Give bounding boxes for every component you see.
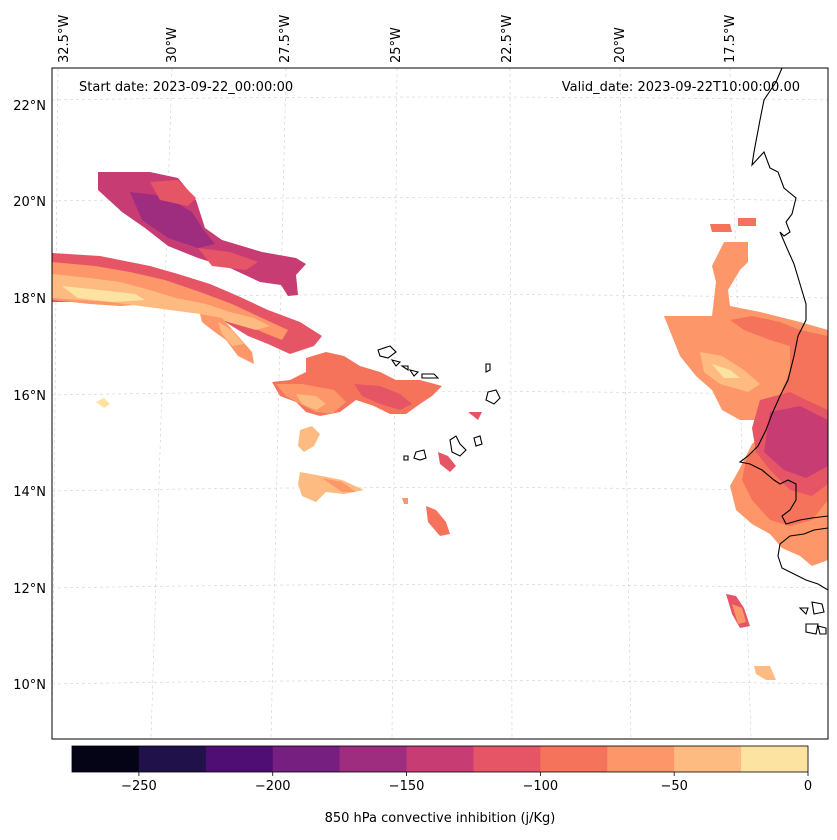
cin-region — [426, 506, 450, 536]
cape-verde-north-islands — [377, 345, 501, 405]
cin-region — [354, 384, 412, 410]
cin-region — [218, 322, 244, 346]
lon-label: 32.5°W — [57, 15, 72, 63]
colorbar-label: 850 hPa convective inhibition (j/Kg) — [325, 811, 556, 826]
cin-region — [764, 406, 828, 478]
latitude-labels: 22°N 20°N 18°N 16°N 14°N 12°N 10°N — [13, 99, 46, 693]
lon-label: 22.5°W — [500, 15, 515, 63]
coastlines — [377, 68, 828, 635]
cin-region — [402, 498, 408, 504]
africa-coastline — [738, 68, 828, 525]
cin-region — [298, 472, 364, 502]
colorbar-segment — [138, 746, 207, 772]
colorbar-segment — [473, 746, 541, 772]
colorbar-tick-label: 0 — [804, 779, 812, 794]
colorbar-segment — [205, 746, 274, 772]
colorbar-segment — [540, 746, 608, 772]
colorbar-segment — [72, 746, 140, 772]
colorbar-segment — [674, 746, 742, 772]
cin-region — [96, 398, 110, 408]
valid-date-label: Valid_date: 2023-09-22T10:00:00.00 — [562, 80, 800, 95]
lat-label: 12°N — [13, 582, 46, 597]
colorbar-frame — [71, 745, 809, 773]
cin-region — [150, 180, 196, 206]
cape-verde-south-islands — [403, 435, 483, 461]
cin-region — [198, 248, 258, 270]
cin-region — [130, 192, 215, 248]
cin-region — [296, 394, 326, 410]
colorbar-tick-label: −100 — [523, 779, 559, 794]
colorbar-tick-label: −200 — [255, 779, 291, 794]
cin-region — [298, 426, 320, 452]
cin-region — [322, 478, 356, 492]
colorbar-segment — [607, 746, 675, 772]
cin-region — [438, 452, 456, 472]
colorbar-segment — [272, 746, 341, 772]
lat-label: 14°N — [13, 485, 46, 500]
lon-label: 20°W — [613, 27, 628, 63]
lat-label: 18°N — [13, 292, 46, 307]
cin-region — [732, 604, 746, 624]
lat-label: 16°N — [13, 389, 46, 404]
cin-region — [52, 274, 270, 330]
colorbar-tick-label: −50 — [660, 779, 687, 794]
colorbar-tick-label: −250 — [121, 779, 157, 794]
colorbar-segment — [741, 746, 809, 772]
africa-coastline-south — [777, 527, 828, 591]
cin-region — [62, 286, 145, 302]
lat-label: 20°N — [13, 195, 46, 210]
cin-region — [712, 364, 740, 378]
map-panel — [52, 68, 828, 739]
colorbar-segment — [339, 746, 408, 772]
lat-label: 22°N — [13, 99, 46, 114]
start-date-label: Start date: 2023-09-22_00:00:00 — [79, 80, 293, 95]
lon-label: 25°W — [389, 27, 404, 63]
bijagos-islands — [798, 601, 827, 635]
colorbar-tick-label: −150 — [389, 779, 425, 794]
lat-label: 10°N — [13, 678, 46, 693]
cin-region — [754, 666, 776, 680]
lon-label: 17.5°W — [723, 15, 738, 63]
colorbar-segment — [406, 746, 474, 772]
colorbar: −250 −200 −150 −100 −50 0 — [71, 745, 812, 794]
lon-label: 30°W — [165, 27, 180, 63]
cin-region — [738, 218, 756, 226]
longitude-labels: 32.5°W 30°W 27.5°W 25°W 22.5°W 20°W 17.5… — [57, 15, 738, 63]
cin-region — [710, 224, 732, 232]
map-frame — [51, 67, 829, 740]
cin-region — [468, 412, 482, 420]
lon-label: 27.5°W — [278, 15, 293, 63]
